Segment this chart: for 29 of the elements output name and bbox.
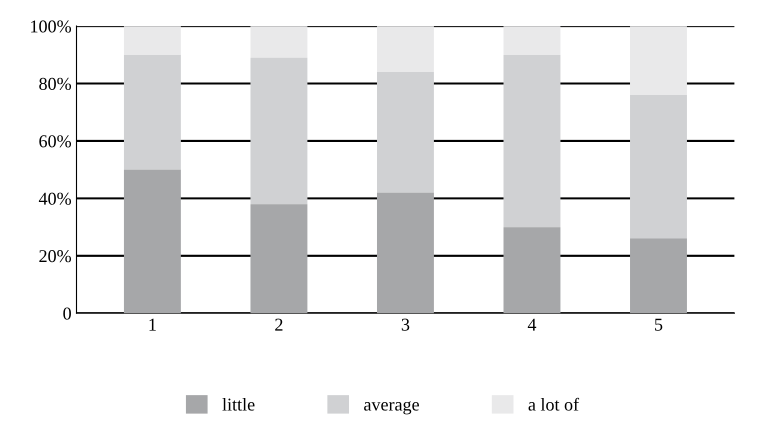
x-tick-label: 2 <box>275 318 282 331</box>
bar <box>250 204 308 314</box>
bar <box>376 192 434 314</box>
bar <box>630 238 687 314</box>
bar <box>504 26 560 55</box>
bar <box>250 58 308 204</box>
y-tick-label: 100% <box>31 20 72 33</box>
bar <box>504 227 560 314</box>
bar <box>250 26 308 58</box>
x-tick-label: 5 <box>655 318 662 331</box>
y-tick-label: 40% <box>38 192 72 205</box>
x-tick-label: 1 <box>149 318 156 331</box>
y-tick-label: 80% <box>39 78 72 90</box>
legend-label: a lot of <box>528 398 580 411</box>
x-tick-label: 4 <box>528 318 536 331</box>
bar <box>124 54 181 170</box>
bar <box>124 26 181 55</box>
y-tick-label: 0 <box>63 307 71 320</box>
bar <box>376 26 434 72</box>
bar <box>630 26 687 96</box>
y-tick-label: 20% <box>39 250 72 262</box>
legend-label: average <box>364 401 419 414</box>
bar <box>376 72 434 193</box>
bar <box>630 95 687 239</box>
y-tick-label: 60% <box>39 135 72 148</box>
x-tick-label: 3 <box>402 318 410 331</box>
legend-label: little <box>222 398 255 411</box>
bar <box>504 54 560 228</box>
bar <box>124 170 181 314</box>
